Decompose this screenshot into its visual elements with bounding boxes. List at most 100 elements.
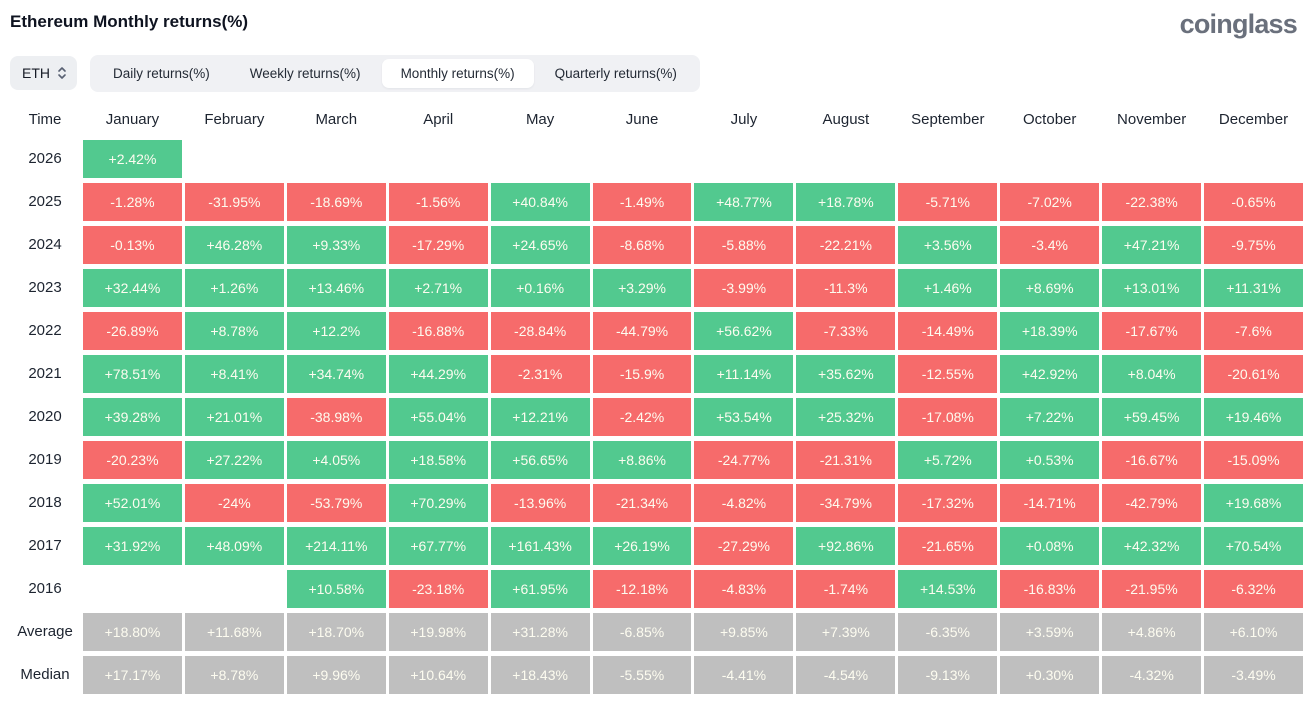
cell-2024-may: +24.65% (490, 225, 590, 264)
cell-2018-march: -53.79% (286, 483, 386, 522)
cell-2018-january: +52.01% (83, 483, 182, 522)
cell-2024-november: +47.21% (1102, 225, 1202, 264)
cell-2021-july: +11.14% (694, 354, 794, 393)
cell-2021-may: -2.31% (490, 354, 590, 393)
cell-2020-november: +59.45% (1102, 397, 1202, 436)
cell-2019-september: +5.72% (898, 440, 998, 479)
cell-2024-july: -5.88% (694, 225, 794, 264)
cell-median-june: -5.55% (592, 655, 692, 694)
cell-2020-january: +39.28% (83, 397, 182, 436)
cell-average-june: -6.85% (592, 612, 692, 651)
cell-2023-february: +1.26% (184, 268, 284, 307)
cell-2022-april: -16.88% (388, 311, 488, 350)
cell-2016-december: -6.32% (1204, 569, 1303, 608)
cell-2024-april: -17.29% (388, 225, 488, 264)
cell-average-march: +18.70% (286, 612, 386, 651)
column-header-july: July (730, 111, 758, 129)
cell-2021-april: +44.29% (388, 354, 488, 393)
cell-2025-february: -31.95% (184, 182, 284, 221)
cell-2018-may: -13.96% (490, 483, 590, 522)
cell-2018-october: -14.71% (1000, 483, 1100, 522)
coinglass-logo: coinglass (1179, 9, 1298, 39)
page-title: Ethereum Monthly returns(%) (10, 12, 249, 31)
cell-2023-july: -3.99% (694, 268, 794, 307)
column-header-april: April (423, 111, 454, 129)
cell-2025-september: -5.71% (898, 182, 998, 221)
row-label-2025: 2025 (28, 193, 62, 211)
cell-2026-december (1204, 140, 1303, 178)
cell-2016-september: +14.53% (898, 569, 998, 608)
cell-2016-may: +61.95% (490, 569, 590, 608)
column-header-may: May (525, 111, 555, 129)
cell-2023-june: +3.29% (592, 268, 692, 307)
cell-2017-january: +31.92% (83, 526, 182, 565)
cell-average-april: +19.98% (388, 612, 488, 651)
cell-2026-may (491, 140, 590, 178)
tab-weekly-returns[interactable]: Weekly returns(%) (231, 59, 380, 88)
cell-2019-march: +4.05% (286, 440, 386, 479)
cell-2020-may: +12.21% (490, 397, 590, 436)
cell-2022-november: -17.67% (1102, 311, 1202, 350)
tab-quarterly-returns[interactable]: Quarterly returns(%) (536, 59, 696, 88)
cell-average-october: +3.59% (1000, 612, 1100, 651)
cell-2017-october: +0.08% (1000, 526, 1100, 565)
cell-median-december: -3.49% (1204, 655, 1303, 694)
updown-chevron-icon (57, 66, 67, 80)
cell-2022-may: -28.84% (490, 311, 590, 350)
cell-2020-december: +19.46% (1204, 397, 1303, 436)
cell-2022-august: -7.33% (796, 311, 896, 350)
row-label-2026: 2026 (28, 150, 62, 168)
cell-2016-november: -21.95% (1102, 569, 1202, 608)
cell-2022-december: -7.6% (1204, 311, 1303, 350)
controls-bar: ETH Daily returns(%) Weekly returns(%) Mon… (0, 54, 1313, 92)
row-label-2018: 2018 (28, 494, 62, 512)
cell-average-july: +9.85% (694, 612, 794, 651)
column-header-june: June (625, 111, 659, 129)
cell-2019-july: -24.77% (694, 440, 794, 479)
cell-2020-april: +55.04% (388, 397, 488, 436)
cell-2017-september: -21.65% (898, 526, 998, 565)
cell-2026-january: +2.42% (83, 139, 182, 178)
tab-monthly-returns[interactable]: Monthly returns(%) (381, 58, 534, 88)
cell-2024-february: +46.28% (184, 225, 284, 264)
cell-2018-december: +19.68% (1204, 483, 1303, 522)
cell-2023-january: +32.44% (83, 268, 182, 307)
column-header-december: December (1218, 111, 1289, 129)
cell-2016-april: -23.18% (388, 569, 488, 608)
cell-2023-march: +13.46% (286, 268, 386, 307)
row-label-2020: 2020 (28, 408, 62, 426)
cell-median-july: -4.41% (694, 655, 794, 694)
cell-2026-april (389, 140, 488, 178)
tab-daily-returns[interactable]: Daily returns(%) (94, 59, 229, 88)
cell-2019-january: -20.23% (83, 440, 182, 479)
row-label-2021: 2021 (28, 365, 62, 383)
cell-2025-march: -18.69% (286, 182, 386, 221)
cell-2017-august: +92.86% (796, 526, 896, 565)
row-label-average: Average (17, 623, 73, 641)
symbol-select-value: ETH (22, 65, 50, 82)
cell-2024-october: -3.4% (1000, 225, 1100, 264)
cell-median-may: +18.43% (490, 655, 590, 694)
cell-2017-june: +26.19% (592, 526, 692, 565)
cell-2016-january (83, 570, 182, 608)
row-label-2022: 2022 (28, 322, 62, 340)
cell-2016-february (185, 570, 284, 608)
symbol-select[interactable]: ETH (10, 56, 77, 91)
cell-2020-march: -38.98% (286, 397, 386, 436)
cell-2020-june: -2.42% (592, 397, 692, 436)
cell-2020-august: +25.32% (796, 397, 896, 436)
cell-2024-september: +3.56% (898, 225, 998, 264)
cell-2019-may: +56.65% (490, 440, 590, 479)
cell-median-january: +17.17% (83, 655, 182, 694)
cell-median-october: +0.30% (1000, 655, 1100, 694)
cell-2023-august: -11.3% (796, 268, 896, 307)
cell-2025-april: -1.56% (388, 182, 488, 221)
cell-2018-april: +70.29% (388, 483, 488, 522)
row-label-2019: 2019 (28, 451, 62, 469)
cell-2025-june: -1.49% (592, 182, 692, 221)
cell-2026-february (185, 140, 284, 178)
cell-2021-november: +8.04% (1102, 354, 1202, 393)
cell-average-december: +6.10% (1204, 612, 1303, 651)
cell-median-april: +10.64% (388, 655, 488, 694)
monthly-returns-table: Time January February March April May June July… (10, 105, 1303, 694)
